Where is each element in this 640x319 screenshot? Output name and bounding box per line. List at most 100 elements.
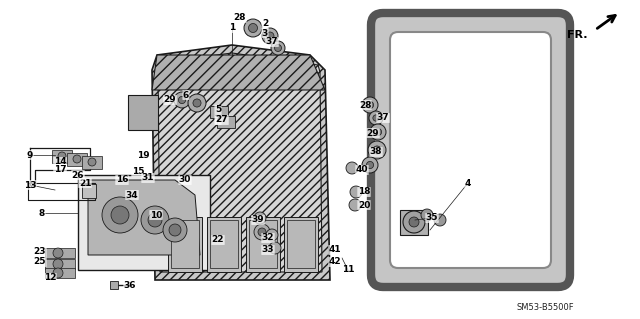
Circle shape: [269, 242, 281, 254]
Text: 2: 2: [262, 19, 268, 28]
Bar: [78, 175, 210, 270]
Text: 26: 26: [72, 170, 84, 180]
Circle shape: [366, 101, 374, 108]
Text: 30: 30: [179, 175, 191, 184]
Polygon shape: [217, 116, 235, 128]
Circle shape: [254, 212, 266, 224]
Text: 5: 5: [215, 106, 221, 115]
Circle shape: [434, 214, 446, 226]
Circle shape: [258, 228, 266, 236]
Text: 40: 40: [356, 166, 368, 174]
Polygon shape: [45, 268, 75, 278]
Text: 9: 9: [27, 151, 33, 160]
Text: 35: 35: [426, 213, 438, 222]
Bar: [110, 281, 118, 289]
Text: FR.: FR.: [568, 30, 588, 40]
Circle shape: [254, 224, 270, 240]
Circle shape: [271, 41, 285, 55]
Text: 33: 33: [262, 246, 275, 255]
Text: 41: 41: [329, 246, 341, 255]
Text: 6: 6: [183, 91, 189, 100]
Text: 31: 31: [141, 174, 154, 182]
Text: 32: 32: [262, 234, 275, 242]
Text: 7: 7: [215, 115, 221, 124]
Circle shape: [373, 146, 381, 154]
Circle shape: [193, 99, 201, 107]
Text: 17: 17: [54, 166, 67, 174]
Circle shape: [188, 94, 206, 112]
FancyBboxPatch shape: [390, 32, 551, 268]
Circle shape: [141, 206, 169, 234]
Polygon shape: [82, 156, 102, 169]
Bar: [207, 217, 241, 272]
Polygon shape: [158, 53, 322, 272]
Circle shape: [369, 111, 383, 125]
Circle shape: [53, 248, 63, 258]
Text: 13: 13: [24, 181, 36, 189]
Text: 18: 18: [358, 188, 371, 197]
Text: 34: 34: [125, 190, 138, 199]
Circle shape: [362, 157, 378, 173]
Circle shape: [362, 97, 378, 113]
Bar: [82, 184, 96, 198]
Circle shape: [421, 209, 433, 221]
Circle shape: [266, 229, 278, 241]
Text: 8: 8: [39, 209, 45, 218]
Circle shape: [148, 213, 162, 227]
Circle shape: [73, 155, 81, 163]
Text: 25: 25: [34, 257, 46, 266]
Circle shape: [163, 218, 187, 242]
Polygon shape: [210, 106, 228, 118]
Bar: [171, 220, 199, 268]
Text: 16: 16: [116, 175, 128, 184]
Circle shape: [262, 28, 278, 44]
Bar: [284, 217, 318, 272]
Text: 37: 37: [266, 38, 278, 47]
Polygon shape: [45, 259, 75, 269]
Text: 28: 28: [359, 100, 371, 109]
Bar: [128, 95, 158, 130]
Circle shape: [275, 44, 282, 51]
Polygon shape: [152, 55, 325, 90]
Polygon shape: [45, 248, 75, 258]
Circle shape: [373, 115, 379, 121]
Text: 27: 27: [216, 115, 228, 124]
Text: 15: 15: [132, 167, 144, 176]
Text: 29: 29: [367, 129, 380, 137]
Text: 12: 12: [44, 273, 56, 283]
FancyBboxPatch shape: [371, 13, 570, 287]
Circle shape: [53, 268, 63, 278]
Circle shape: [403, 211, 425, 233]
Circle shape: [53, 259, 63, 269]
Bar: [246, 217, 280, 272]
Text: 1: 1: [229, 24, 235, 33]
Text: 20: 20: [358, 201, 370, 210]
Text: 3: 3: [262, 28, 268, 38]
Circle shape: [366, 161, 374, 169]
Circle shape: [409, 217, 419, 227]
Text: 28: 28: [234, 13, 246, 23]
Circle shape: [111, 206, 129, 224]
Text: 11: 11: [342, 265, 355, 275]
Text: 37: 37: [377, 114, 389, 122]
Circle shape: [349, 199, 361, 211]
Circle shape: [266, 32, 274, 40]
Circle shape: [244, 19, 262, 37]
Text: 38: 38: [370, 147, 382, 157]
Circle shape: [169, 224, 181, 236]
Text: 21: 21: [79, 179, 92, 188]
Text: 4: 4: [465, 179, 471, 188]
Text: 36: 36: [124, 280, 136, 290]
Bar: [168, 217, 202, 272]
Circle shape: [248, 24, 257, 33]
Text: 29: 29: [164, 95, 176, 105]
Circle shape: [346, 162, 358, 174]
Circle shape: [374, 129, 381, 136]
Text: 10: 10: [150, 211, 162, 219]
Polygon shape: [52, 150, 72, 163]
Polygon shape: [67, 153, 87, 166]
Bar: [400, 210, 428, 235]
Circle shape: [350, 186, 362, 198]
Bar: [287, 220, 315, 268]
Polygon shape: [152, 45, 330, 280]
